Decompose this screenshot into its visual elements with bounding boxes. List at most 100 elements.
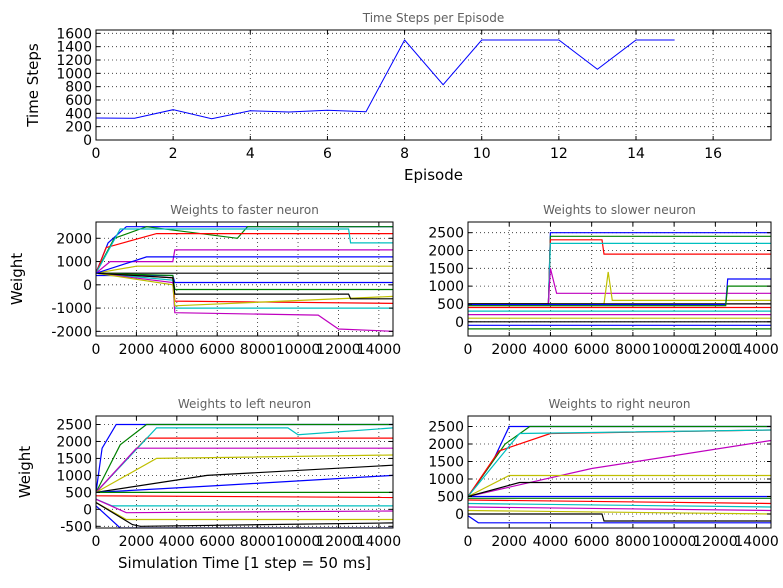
x-tick-label: 2000 (119, 342, 155, 358)
chart-time-steps: 0 2 4 6 8 10 12 14 16 020040060080010001200140016… (24, 11, 772, 184)
y-tick-label: 1600 (56, 26, 92, 42)
y-tick-label: 400 (65, 106, 92, 122)
x-tick-label: 12 (550, 146, 568, 162)
series-line (96, 249, 393, 274)
x-tick-label: 0 (464, 342, 473, 358)
chart-weights-left: 0 2000 4000 6000 8000 100001200014000-5000500… (16, 397, 401, 572)
series-line (96, 39, 675, 120)
chart-title: Weights to faster neuron (170, 203, 319, 217)
y-tick-label: 1000 (428, 472, 464, 488)
y-tick-label: 2000 (428, 437, 464, 453)
y-tick-label: -500 (60, 519, 92, 535)
y-tick-label: 1500 (56, 451, 92, 467)
y-tick-label: 2000 (428, 244, 464, 260)
x-tick-label: 12000 (693, 534, 738, 550)
y-tick-label: 500 (437, 297, 464, 313)
series-line (468, 239, 771, 305)
y-tick-label: 1200 (56, 53, 92, 69)
x-tick-label: 4000 (533, 534, 569, 550)
series-line (96, 272, 393, 332)
series-line (96, 464, 393, 493)
y-tick-label: 200 (65, 120, 92, 136)
plot-frame (467, 415, 772, 529)
y-tick-label: -1000 (51, 301, 92, 317)
chart-title: Weights to left neuron (178, 397, 311, 411)
y-tick-label: 0 (455, 315, 464, 331)
series-line (96, 427, 393, 493)
chart-title: Time Steps per Episode (362, 11, 504, 25)
series-line (96, 256, 393, 274)
series-line (468, 481, 771, 498)
x-tick-label: 8000 (240, 534, 276, 550)
chart-weights-faster: 0 2000 4000 6000 8000 100001200014000-2000-10… (8, 203, 401, 358)
x-tick-label: 0 (92, 342, 101, 358)
series-line (468, 502, 771, 508)
y-tick-label: 2500 (428, 420, 464, 436)
series-line (468, 513, 771, 522)
x-tick-label: 12000 (693, 342, 738, 358)
series-line (96, 272, 393, 307)
series-line (468, 506, 771, 512)
x-tick-label: 12000 (316, 534, 361, 550)
series-line (96, 226, 393, 273)
x-tick-label: 8000 (240, 342, 276, 358)
chart-title: Weights to slower neuron (543, 203, 696, 217)
y-tick-label: 2000 (56, 231, 92, 247)
y-tick-label: 500 (65, 485, 92, 501)
x-tick-label: 10 (473, 146, 491, 162)
x-tick-label: 2000 (119, 534, 155, 550)
x-tick-label: 2 (169, 146, 178, 162)
y-tick-label: 600 (65, 93, 92, 109)
series-line (468, 439, 771, 498)
x-tick-label: 0 (464, 534, 473, 550)
y-tick-label: 1000 (56, 255, 92, 271)
series-line (96, 447, 393, 493)
x-tick-label: 4000 (533, 342, 569, 358)
y-axis-label: Weight (8, 253, 26, 305)
x-tick-label: 8 (400, 146, 409, 162)
x-tick-label: 14000 (734, 534, 779, 550)
y-tick-label: 1000 (56, 66, 92, 82)
x-tick-label: 6000 (574, 534, 610, 550)
plot-frame (95, 415, 394, 529)
x-tick-label: 2000 (491, 342, 527, 358)
y-tick-label: 1500 (428, 455, 464, 471)
x-tick-label: 14 (627, 146, 645, 162)
chart-weights-right: 0 2000 4000 6000 8000 10000120001400005001000… (428, 397, 778, 550)
series-line (468, 268, 771, 305)
x-tick-label: 0 (92, 534, 101, 550)
x-tick-label: 10000 (276, 534, 321, 550)
x-tick-label: 4000 (159, 534, 195, 550)
y-tick-label: 2500 (56, 417, 92, 433)
y-tick-label: -2000 (51, 324, 92, 340)
y-axis-label: Weight (16, 446, 34, 498)
series-line (96, 233, 393, 274)
plot-frame (95, 29, 772, 141)
series-line (96, 498, 393, 507)
y-tick-label: 1000 (56, 468, 92, 484)
series-line (96, 454, 393, 493)
y-axis-label: Time Steps (24, 43, 42, 128)
series-line (468, 285, 771, 307)
y-tick-label: 1000 (428, 279, 464, 295)
y-tick-label: 0 (83, 278, 92, 294)
series-line (468, 474, 771, 498)
series-line (96, 505, 393, 528)
series-line (96, 498, 393, 514)
x-tick-label: 16 (704, 146, 722, 162)
series-line (96, 495, 393, 499)
y-tick-label: 0 (83, 133, 92, 149)
x-tick-label: 6 (323, 146, 332, 162)
x-tick-label: 0 (92, 146, 101, 162)
x-tick-label: 8000 (615, 342, 651, 358)
y-tick-label: 0 (455, 507, 464, 523)
series-line (96, 272, 393, 300)
x-tick-label: 14000 (357, 342, 402, 358)
y-tick-label: 2000 (56, 434, 92, 450)
series-line (468, 509, 771, 515)
series-line (96, 423, 393, 493)
x-tick-label: 14000 (357, 534, 402, 550)
x-tick-label: 10000 (652, 534, 697, 550)
series-line (468, 515, 771, 524)
